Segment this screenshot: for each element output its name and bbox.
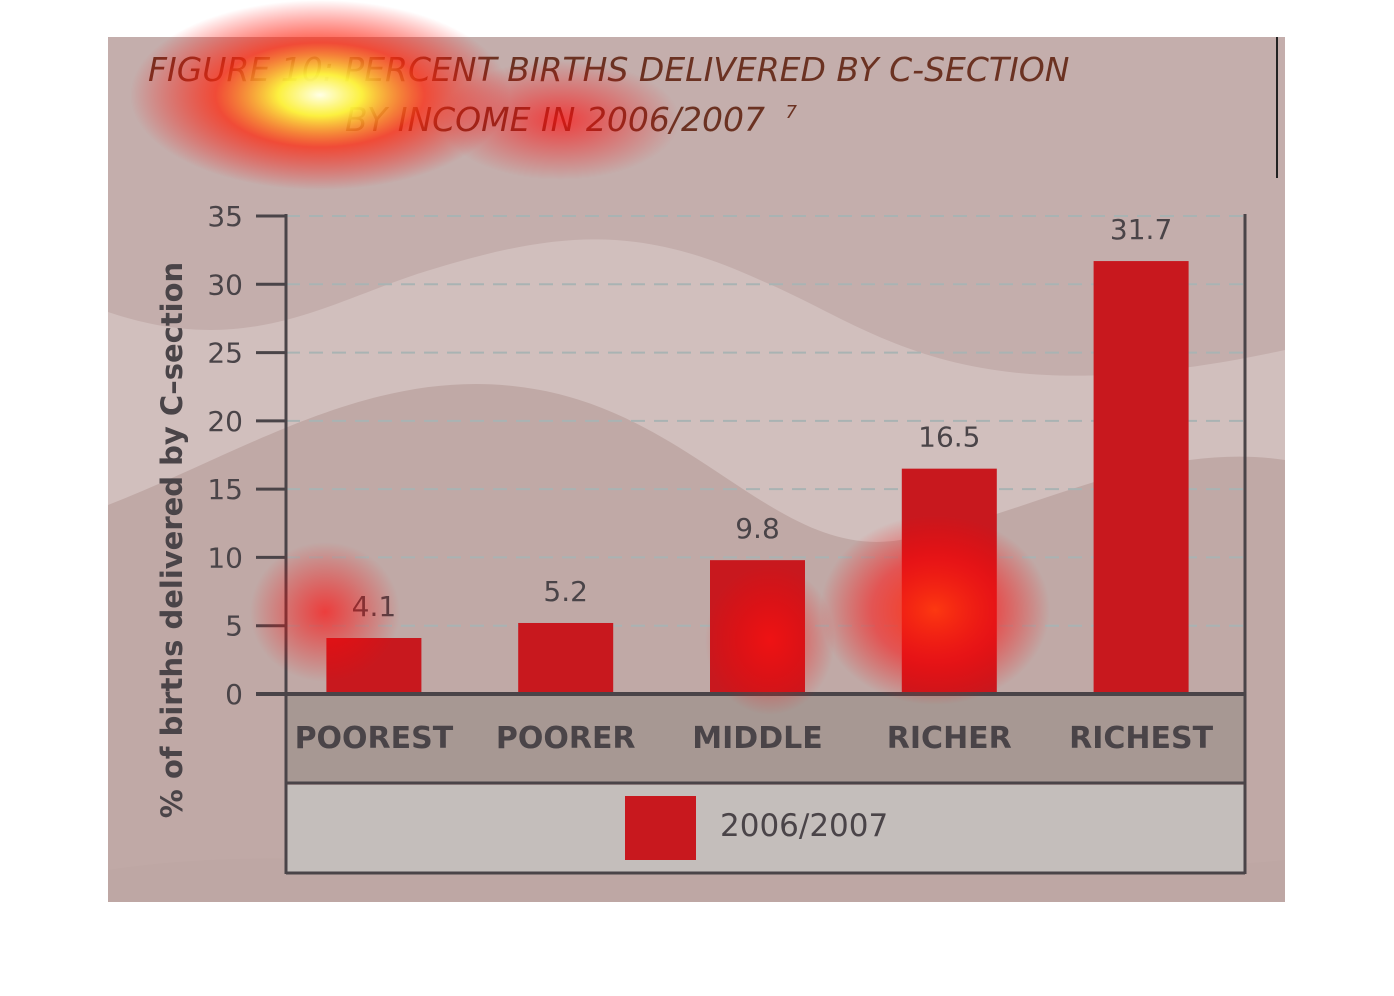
y-tick-label: 0 <box>225 678 243 711</box>
bar-poorer <box>518 622 614 694</box>
y-tick-label: 20 <box>207 405 243 438</box>
heat-spot-title <box>130 0 510 190</box>
category-label-richest: RICHEST <box>1069 721 1213 756</box>
data-label-richer: 16.5 <box>918 421 980 454</box>
heatmap-overlay <box>130 0 1050 715</box>
y-axis-ticks: 0 5 10 15 20 25 30 35 <box>207 200 286 711</box>
bar-richest <box>1093 261 1189 694</box>
category-labels: POOREST POORER MIDDLE RICHER RICHEST <box>295 721 1214 756</box>
legend-band <box>286 785 1245 872</box>
y-tick-label: 30 <box>207 268 243 301</box>
legend-swatch <box>625 796 696 860</box>
chart-title-footnote: 7 <box>785 102 797 123</box>
data-label-middle: 9.8 <box>735 512 780 545</box>
data-label-richest: 31.7 <box>1110 213 1172 246</box>
category-label-poorest: POOREST <box>295 721 454 756</box>
y-tick-label: 15 <box>207 473 243 506</box>
heat-spot-richer <box>820 515 1050 705</box>
y-tick-label: 10 <box>207 541 243 574</box>
y-tick-label: 5 <box>225 610 243 643</box>
y-axis-label: % of births delivered by C–section <box>155 262 189 818</box>
heat-spot-poorest <box>250 542 400 682</box>
heat-spot-middle <box>705 565 835 715</box>
y-tick-label: 25 <box>207 337 243 370</box>
data-label-poorer: 5.2 <box>543 575 588 608</box>
heat-spot-title-right <box>440 60 680 180</box>
category-label-richer: RICHER <box>887 721 1012 756</box>
category-label-middle: MIDDLE <box>692 721 822 756</box>
y-tick-label: 35 <box>207 200 243 233</box>
category-label-poorer: POORER <box>496 721 636 756</box>
legend-label: 2006/2007 <box>720 808 888 844</box>
